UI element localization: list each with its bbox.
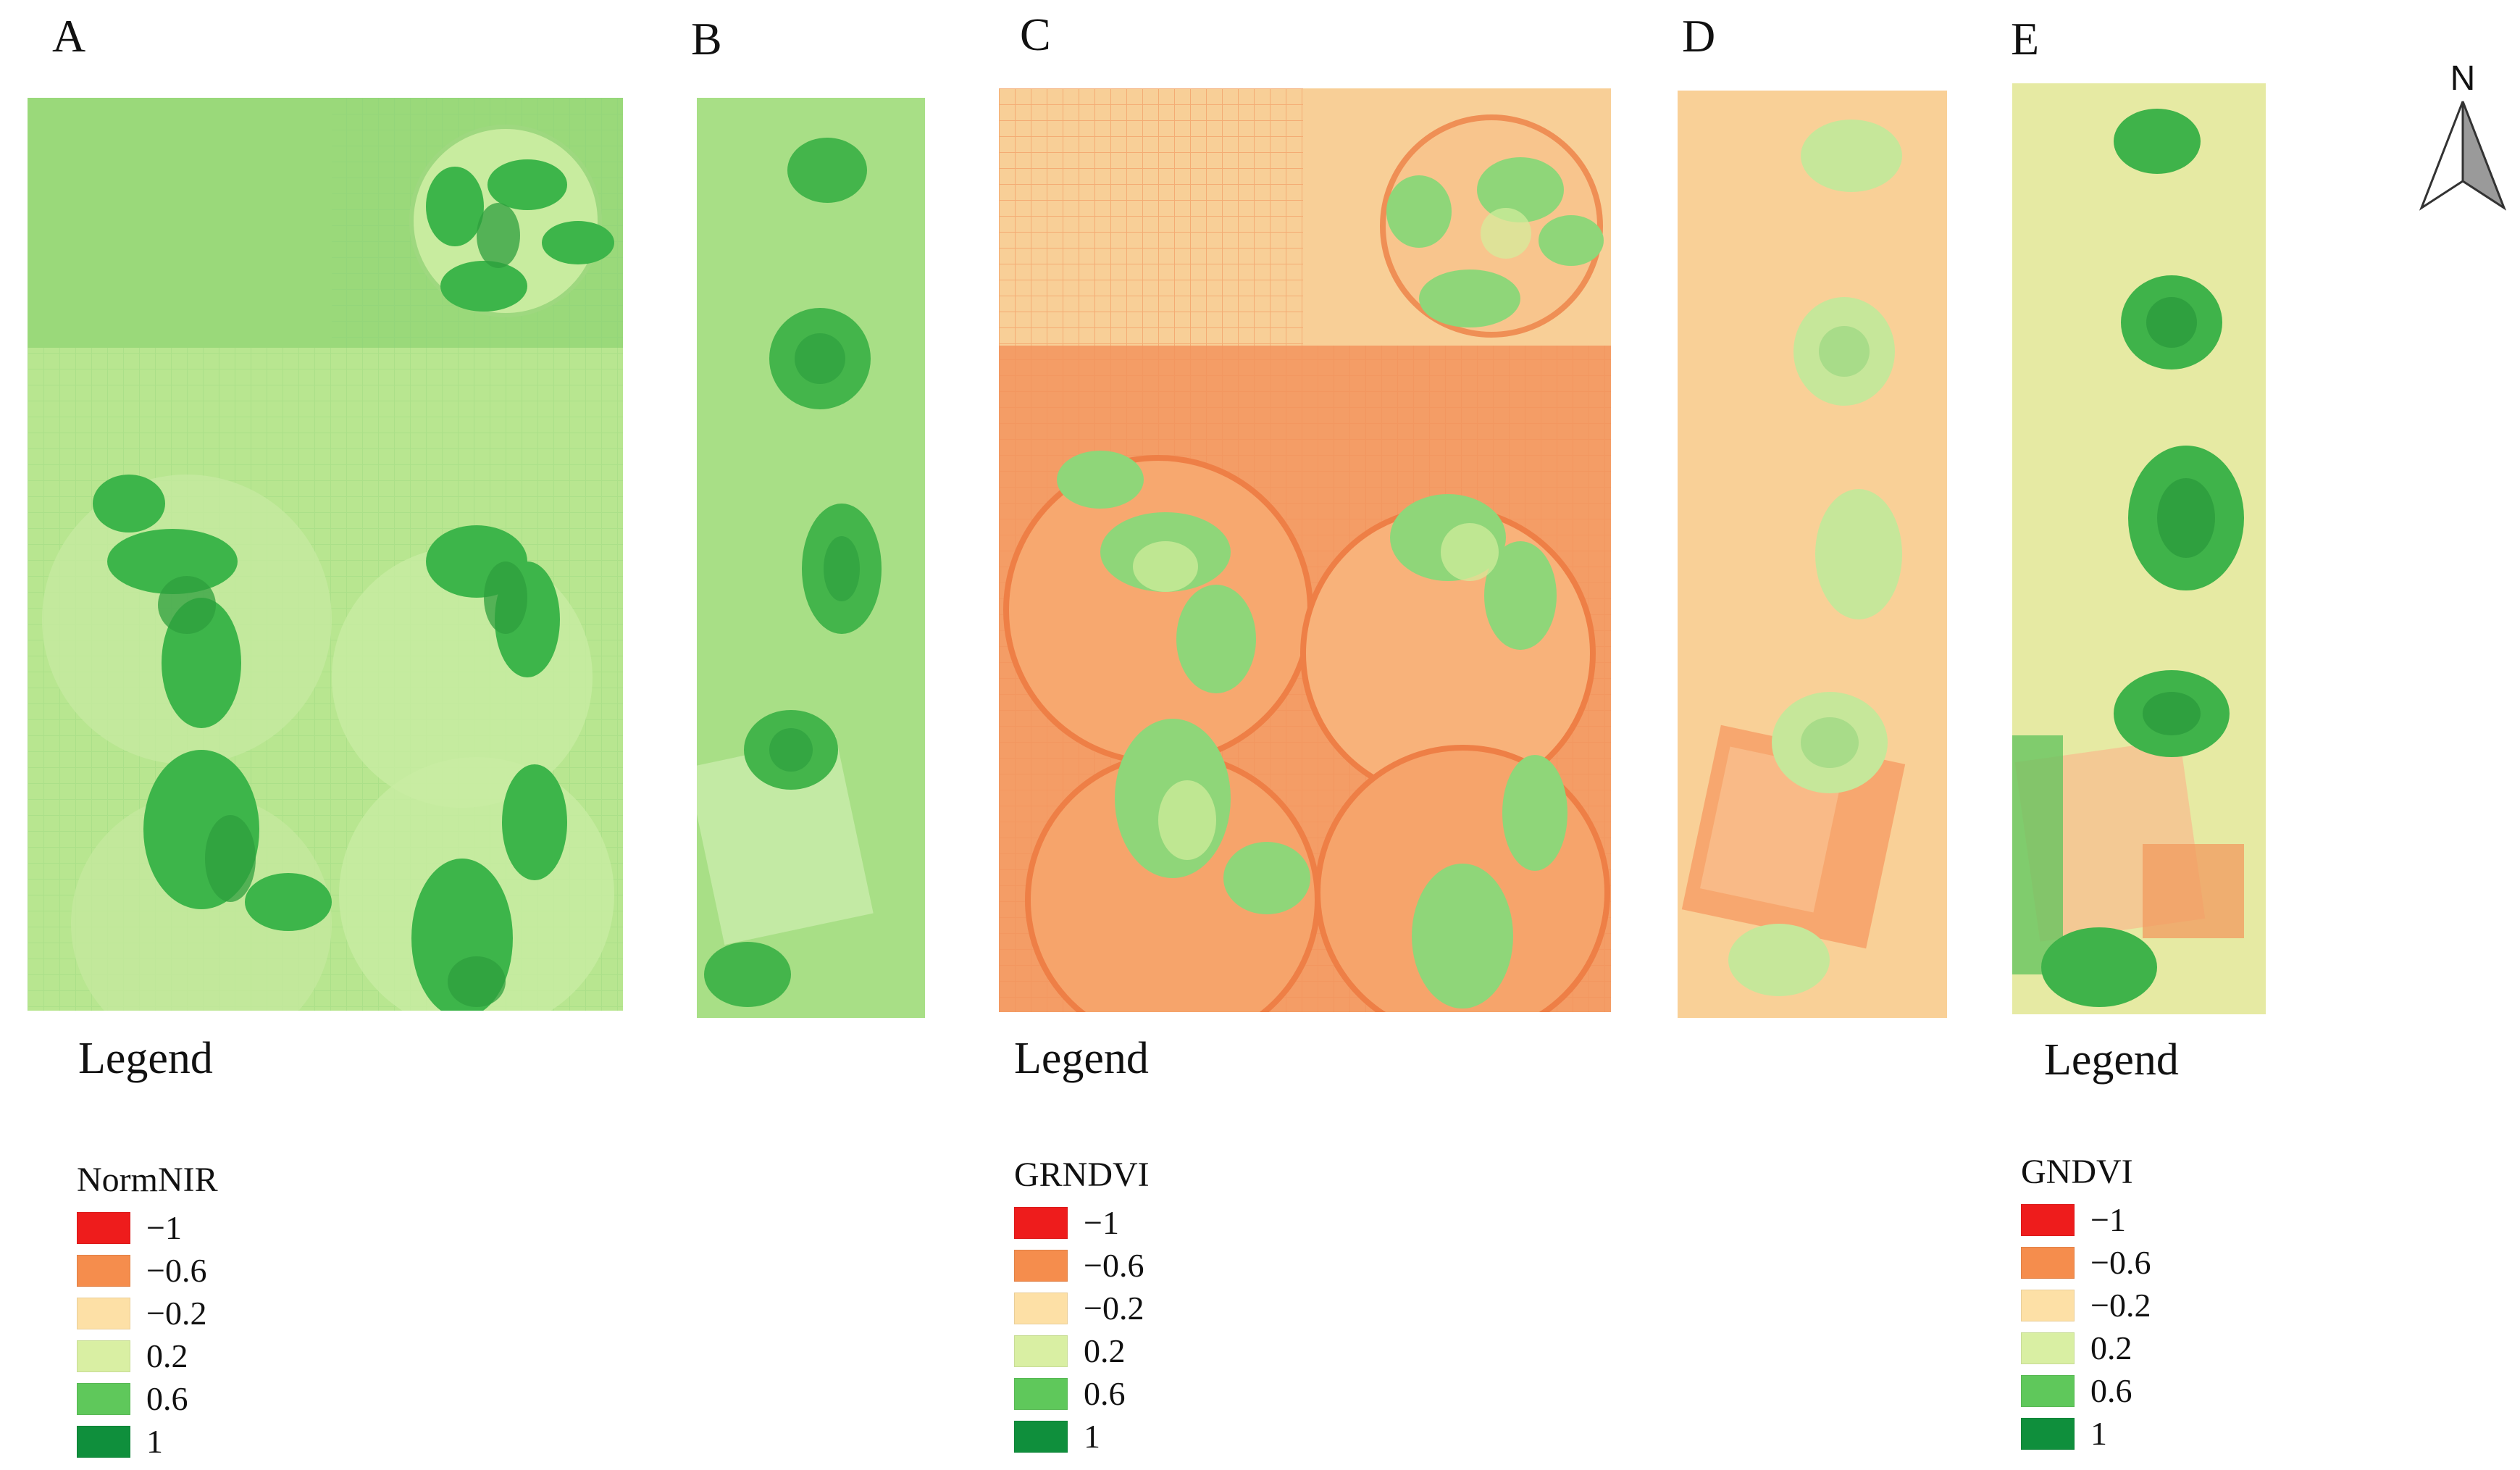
legend-item: 1 [77, 1420, 218, 1463]
legend-value: −0.6 [146, 1251, 207, 1289]
panel-label-c: C [1020, 9, 1051, 60]
legend-swatch [2021, 1417, 2075, 1450]
map-panel-e-gndvi [2012, 83, 2266, 1014]
legend-value: 0.2 [2090, 1329, 2132, 1366]
legend-swatch [2021, 1289, 2075, 1321]
legend-item: 1 [2021, 1412, 2151, 1455]
legend-swatch [1014, 1206, 1068, 1239]
legend-swatch [77, 1297, 130, 1329]
legend-value: 1 [146, 1422, 163, 1460]
legend-item: 0.2 [77, 1335, 218, 1377]
legend-item: −0.6 [77, 1249, 218, 1292]
legend-swatch [77, 1425, 130, 1458]
legend-item: −0.6 [2021, 1241, 2151, 1284]
legend-item: 0.6 [77, 1377, 218, 1420]
legend-item: 0.2 [1014, 1329, 1150, 1372]
legend-value: −0.6 [1084, 1246, 1144, 1284]
legend-value: −1 [1084, 1203, 1119, 1241]
legend-swatch [1014, 1249, 1068, 1282]
legend-item: −1 [77, 1206, 218, 1249]
legend-title-gndvi: Legend [2044, 1035, 2179, 1085]
panel-label-a: A [52, 10, 86, 62]
legend-swatch [1014, 1292, 1068, 1324]
legend-normnir: NormNIR −1 −0.6 −0.2 0.2 0.6 1 [77, 1163, 218, 1463]
legend-value: 0.2 [1084, 1332, 1126, 1369]
legend-swatch [2021, 1246, 2075, 1279]
legend-value: 1 [1084, 1417, 1100, 1455]
panel-label-d: D [1682, 10, 1716, 62]
legend-swatch [77, 1382, 130, 1415]
legend-index-name: GRNDVI [1014, 1156, 1150, 1194]
legend-item: 1 [1014, 1415, 1150, 1458]
legend-value: 1 [2090, 1414, 2107, 1452]
map-panel-b [697, 98, 925, 1018]
legend-swatch [2021, 1374, 2075, 1407]
legend-value: −0.6 [2090, 1243, 2151, 1281]
north-label: N [2450, 59, 2476, 98]
panel-label-b: B [691, 13, 722, 64]
legend-item: −1 [2021, 1198, 2151, 1241]
legend-swatch [1014, 1335, 1068, 1367]
legend-value: −0.2 [2090, 1286, 2151, 1324]
legend-value: −1 [2090, 1200, 2126, 1238]
legend-item: −0.2 [1014, 1287, 1150, 1329]
legend-index-name: NormNIR [77, 1161, 218, 1199]
legend-title-grndvi: Legend [1014, 1034, 1149, 1083]
legend-item: 0.2 [2021, 1327, 2151, 1369]
legend-swatch [77, 1211, 130, 1244]
legend-item: −0.2 [2021, 1284, 2151, 1327]
legend-value: 0.2 [146, 1337, 188, 1374]
legend-value: 0.6 [2090, 1371, 2132, 1409]
legend-swatch [77, 1254, 130, 1287]
legend-item: −0.6 [1014, 1244, 1150, 1287]
map-panel-a-normnir [28, 98, 623, 1011]
legend-value: 0.6 [1084, 1374, 1126, 1412]
legend-swatch [2021, 1332, 2075, 1364]
legend-grndvi: GRNDVI −1 −0.6 −0.2 0.2 0.6 1 [1014, 1158, 1150, 1458]
legend-swatch [1014, 1377, 1068, 1410]
legend-swatch [1014, 1420, 1068, 1453]
legend-item: −1 [1014, 1201, 1150, 1244]
legend-gndvi: GNDVI −1 −0.6 −0.2 0.2 0.6 1 [2021, 1155, 2151, 1455]
panel-label-e: E [2011, 13, 2040, 64]
legend-value: −0.2 [1084, 1289, 1144, 1327]
legend-index-name: GNDVI [2021, 1153, 2133, 1191]
legend-item: −0.2 [77, 1292, 218, 1335]
legend-value: −1 [146, 1208, 182, 1246]
legend-swatch [77, 1340, 130, 1372]
legend-value: 0.6 [146, 1379, 188, 1417]
legend-item: 0.6 [1014, 1372, 1150, 1415]
legend-title-normnir: Legend [78, 1034, 213, 1083]
legend-value: −0.2 [146, 1294, 207, 1332]
north-arrow-icon: N [2416, 59, 2510, 219]
legend-swatch [2021, 1203, 2075, 1236]
map-panel-c-grndvi [999, 88, 1611, 1012]
map-panel-d [1678, 91, 1947, 1018]
legend-item: 0.6 [2021, 1369, 2151, 1412]
